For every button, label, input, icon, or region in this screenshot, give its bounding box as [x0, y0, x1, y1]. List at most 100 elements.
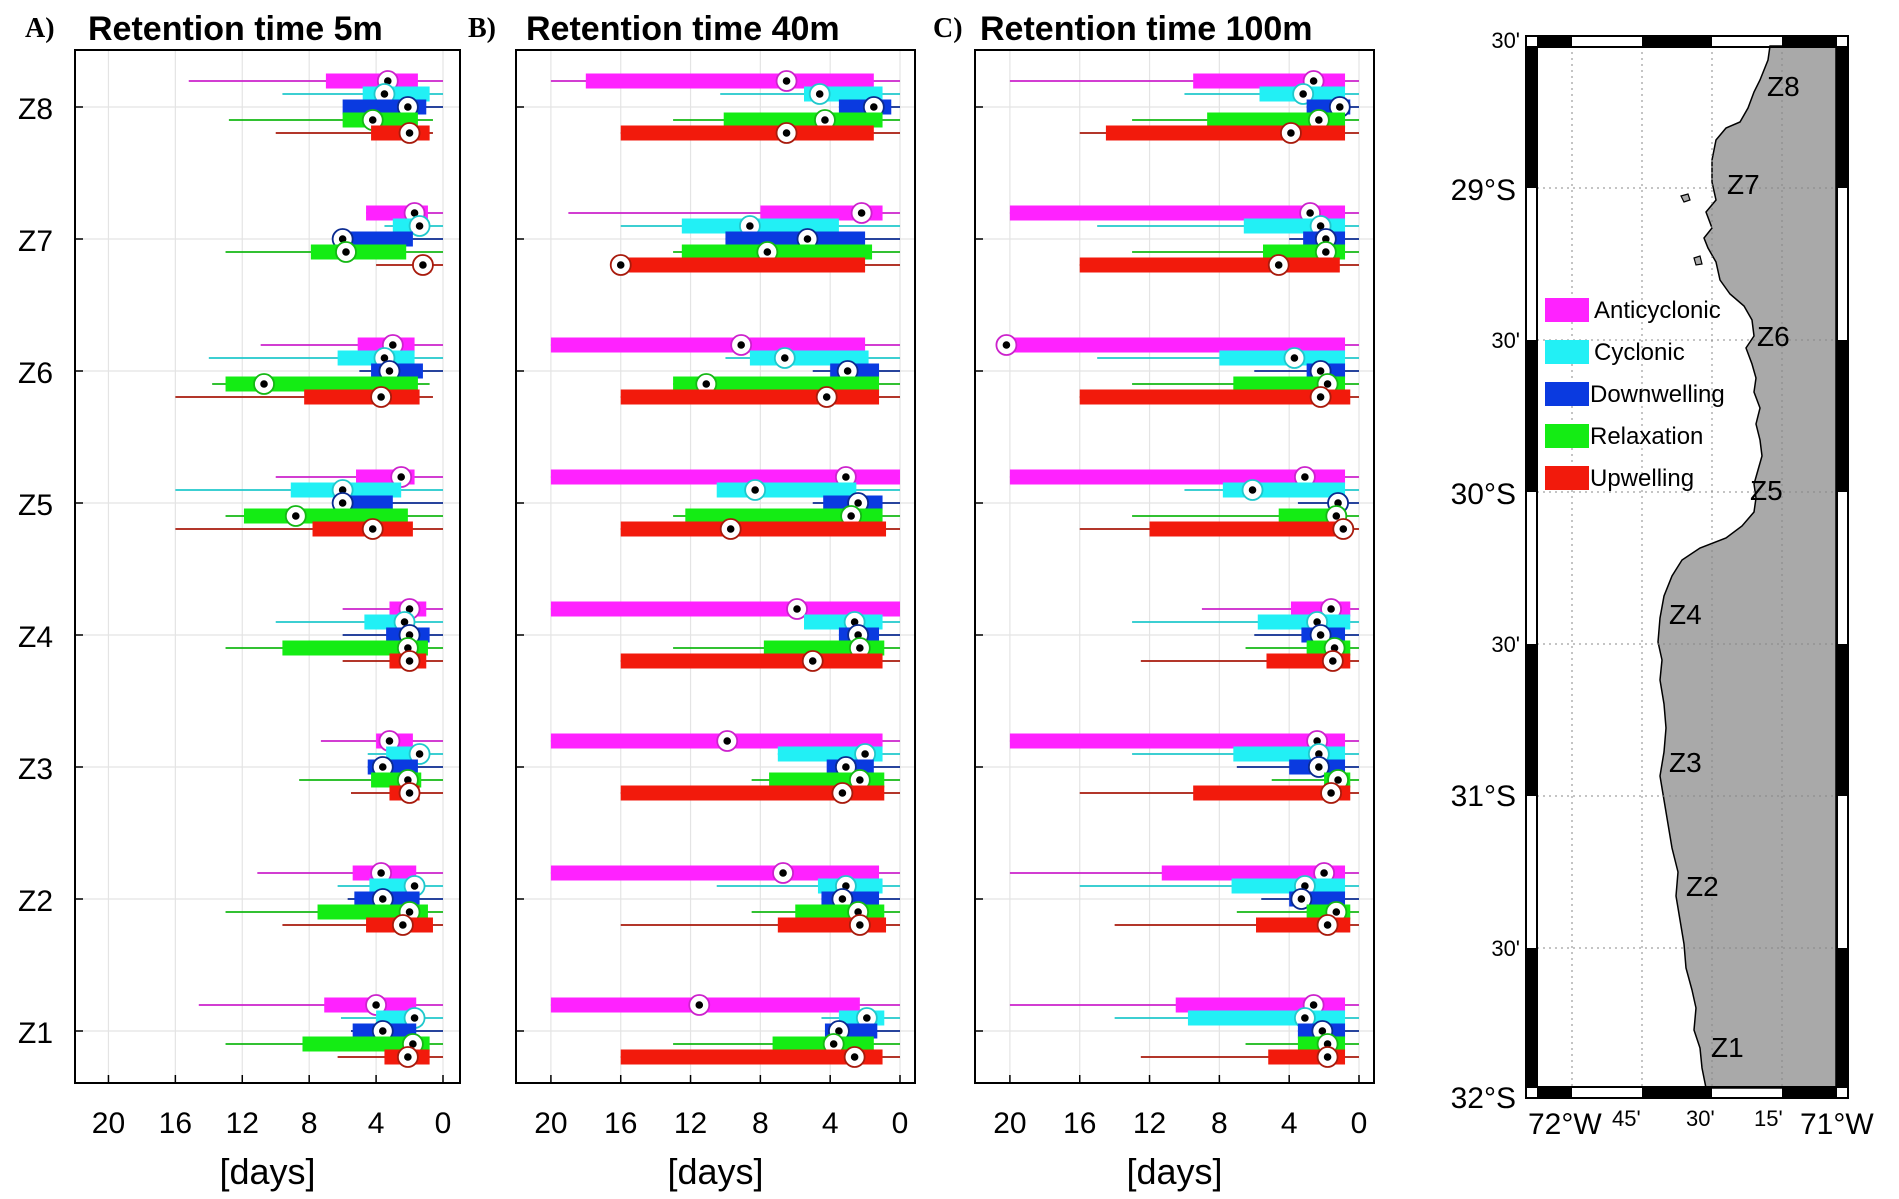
map-lon-30: 30' — [1686, 1106, 1715, 1131]
box-downwelling — [725, 231, 866, 247]
map-border-segment — [1526, 948, 1537, 1088]
box-upwelling — [1193, 785, 1351, 801]
median-dot — [1315, 116, 1323, 124]
map-border-segment — [1642, 1087, 1712, 1098]
median-dot — [1332, 512, 1341, 520]
median-dot — [782, 77, 791, 85]
median-dot — [861, 750, 869, 758]
median-dot — [1309, 77, 1318, 85]
median-dot — [1248, 486, 1257, 494]
median-dot — [260, 380, 268, 388]
median-dot — [1323, 380, 1332, 388]
x-tick-label: 20 — [993, 1107, 1026, 1140]
box-relaxation — [282, 640, 428, 656]
category-label: Z5 — [18, 489, 53, 522]
median-dot — [863, 1014, 871, 1022]
x-tick-label: 8 — [301, 1107, 318, 1140]
median-dot — [1301, 473, 1309, 481]
box-anticyclonic — [550, 469, 900, 485]
box-upwelling — [1149, 521, 1351, 537]
median-dot — [751, 486, 759, 494]
land-area — [1657, 45, 1837, 1089]
median-dot — [405, 657, 414, 665]
median-dot — [1313, 737, 1321, 745]
box-anticyclonic — [1009, 205, 1346, 221]
category-label: Z7 — [18, 225, 53, 258]
median-dot — [1297, 895, 1306, 903]
median-dot — [385, 737, 394, 745]
map-lat-31-30: 30' — [1491, 936, 1520, 961]
map-border-segment — [1782, 1087, 1837, 1098]
x-tick-label: 8 — [1211, 1107, 1228, 1140]
median-dot — [378, 895, 387, 903]
box-anticyclonic — [550, 865, 880, 881]
median-dot — [1334, 499, 1342, 507]
median-dot — [338, 235, 347, 243]
box-upwelling — [620, 521, 887, 537]
zone-label-z8: Z8 — [1767, 71, 1800, 102]
median-dot — [1002, 341, 1011, 349]
category-label: Z8 — [18, 93, 53, 126]
x-tick-label: 20 — [92, 1107, 125, 1140]
x-tick-label: 8 — [752, 1107, 769, 1140]
box-anticyclonic — [1009, 337, 1346, 353]
box-cyclonic — [362, 86, 430, 102]
panel-label: C) — [933, 13, 963, 44]
median-dot — [1306, 209, 1314, 217]
median-dot — [856, 776, 864, 784]
box-upwelling — [620, 125, 874, 141]
category-label: Z4 — [18, 621, 53, 654]
box-upwelling — [620, 257, 866, 273]
box-upwelling — [620, 785, 885, 801]
median-dot — [385, 367, 394, 375]
median-dot — [368, 116, 377, 124]
x-tick-label: 16 — [159, 1107, 192, 1140]
zone-label-z3: Z3 — [1669, 747, 1702, 778]
boxplot-panels: 20 16 12 8 4 0 [days] A) Retention time 5m 20 16 12… — [18, 10, 1375, 1192]
box-anticyclonic — [585, 73, 874, 89]
axes-frame — [974, 49, 1375, 1084]
map-border-segment — [1782, 36, 1837, 47]
median-dot — [1327, 605, 1335, 613]
median-dot — [384, 77, 392, 85]
median-dot — [1316, 222, 1325, 230]
median-dot — [1290, 354, 1299, 362]
median-dot — [1316, 631, 1325, 639]
zone-label-z5: Z5 — [1750, 475, 1783, 506]
median-dot — [338, 486, 347, 494]
median-dot — [389, 341, 397, 349]
zone-label-z6: Z6 — [1757, 321, 1790, 352]
map-border-segment — [1526, 46, 1537, 188]
median-dot — [405, 789, 414, 797]
x-axis-label: [days] — [219, 1151, 315, 1192]
axes-frame — [74, 49, 461, 1084]
box-upwelling — [620, 653, 883, 669]
panel-label: B) — [468, 13, 496, 44]
median-dot — [695, 1001, 704, 1009]
median-dot — [1323, 1040, 1332, 1048]
map-lon-71w: 71°W — [1800, 1108, 1874, 1141]
median-dot — [404, 1053, 412, 1061]
x-tick-label: 12 — [674, 1107, 707, 1140]
median-dot — [782, 129, 791, 137]
median-dot — [1323, 1053, 1332, 1061]
category-label: Z2 — [18, 885, 53, 918]
box-downwelling — [342, 495, 393, 511]
median-dot — [847, 512, 855, 520]
box-upwelling — [1105, 125, 1346, 141]
map-lat-top-minutes: 30' — [1491, 28, 1520, 53]
legend-swatch-downwelling — [1545, 382, 1589, 406]
x-tick-label: 20 — [534, 1107, 567, 1140]
median-dot — [854, 631, 862, 639]
box-anticyclonic — [550, 601, 900, 617]
median-dot — [377, 393, 385, 401]
median-dot — [397, 473, 405, 481]
box-upwelling — [1079, 257, 1340, 273]
median-dot — [781, 354, 789, 362]
median-dot — [857, 209, 866, 217]
median-dot — [405, 129, 414, 137]
median-dot — [404, 103, 412, 111]
median-dot — [292, 512, 300, 520]
zone-label-z4: Z4 — [1669, 599, 1702, 630]
median-dot — [1301, 882, 1309, 890]
